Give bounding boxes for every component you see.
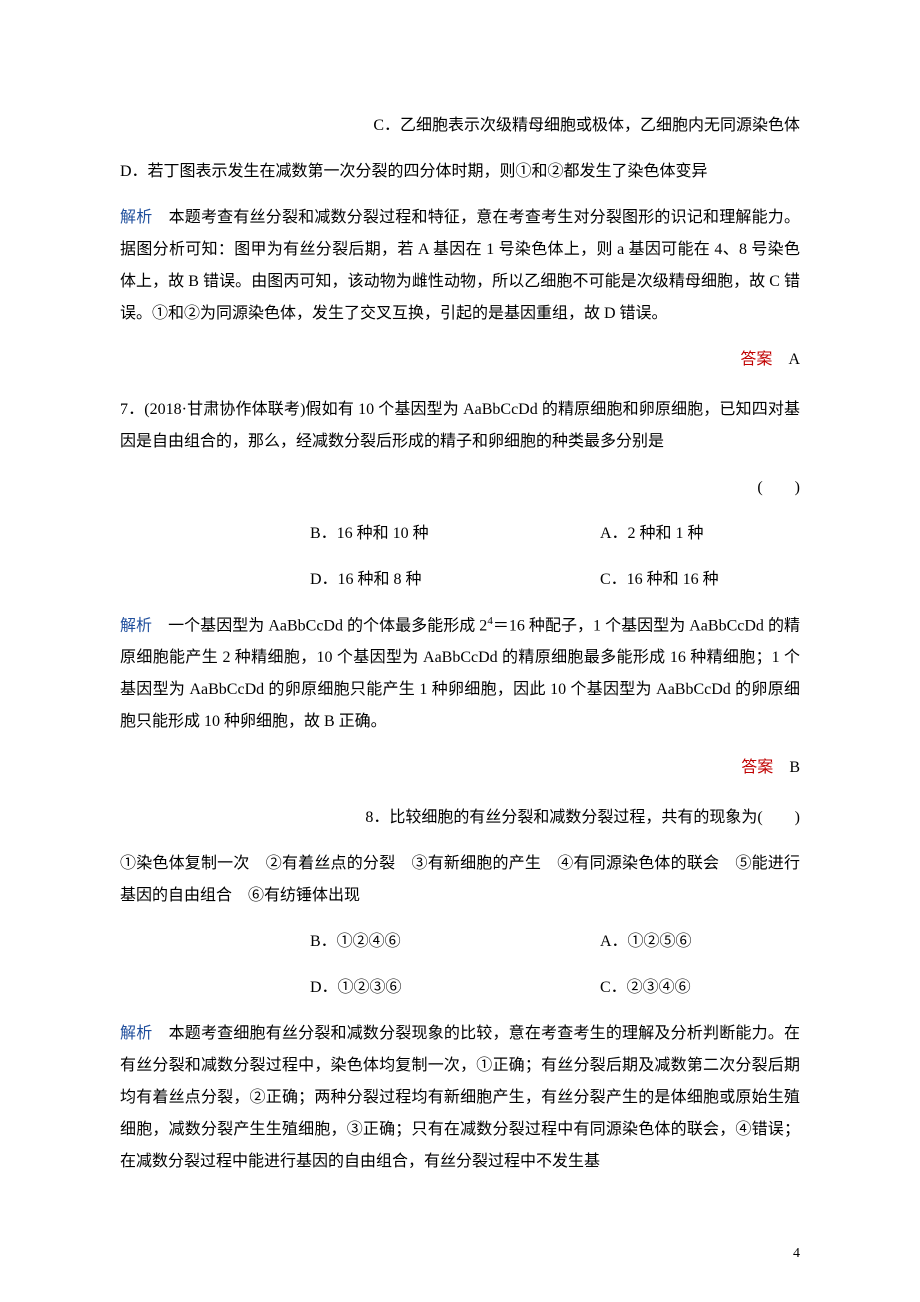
q6-answer-value: A xyxy=(788,351,800,368)
q7-analysis-pre: 一个基因型为 AaBbCcDd 的个体最多能形成 2 xyxy=(152,617,487,634)
analysis-label: 解析 xyxy=(120,1025,152,1042)
answer-label: 答案 xyxy=(741,759,773,776)
answer-sep xyxy=(772,351,788,368)
q6-option-d: D．若丁图表示发生在减数第一次分裂的四分体时期，则①和②都发生了染色体变异 xyxy=(120,156,800,188)
q8-option-d: D．①②③⑥ xyxy=(120,972,460,1004)
q8-option-b: B．①②④⑥ xyxy=(120,926,460,958)
q6-analysis-text: 本题考查有丝分裂和减数分裂过程和特征，意在考查考生对分裂图形的识记和理解能力。据… xyxy=(120,209,800,322)
answer-sep xyxy=(773,759,789,776)
page: C．乙细胞表示次级精母细胞或极体，乙细胞内无同源染色体 D．若丁图表示发生在减数… xyxy=(0,0,920,1302)
q6-analysis: 解析 本题考查有丝分裂和减数分裂过程和特征，意在考查考生对分裂图形的识记和理解能… xyxy=(120,202,800,330)
page-number: 4 xyxy=(793,1246,800,1262)
q7-option-d: D．16 种和 8 种 xyxy=(120,564,460,596)
q7-stem: 7．(2018·甘肃协作体联考)假如有 10 个基因型为 AaBbCcDd 的精… xyxy=(120,394,800,458)
q8-options-row2: C．②③④⑥ D．①②③⑥ xyxy=(120,972,800,1004)
q7-options-row2: C．16 种和 16 种 D．16 种和 8 种 xyxy=(120,564,800,596)
q6-answer: 答案 A xyxy=(120,344,800,376)
q7-options-row1: A．2 种和 1 种 B．16 种和 10 种 xyxy=(120,518,800,550)
q8-analysis-text: 本题考查细胞有丝分裂和减数分裂现象的比较，意在考查考生的理解及分析判断能力。在有… xyxy=(120,1025,800,1170)
q7-analysis: 解析 一个基因型为 AaBbCcDd 的个体最多能形成 24＝16 种配子，1 … xyxy=(120,610,800,738)
q7-paren: ( ) xyxy=(120,472,800,504)
q7-option-b: B．16 种和 10 种 xyxy=(120,518,460,550)
q7-option-c: C．16 种和 16 种 xyxy=(460,564,800,596)
q8-items: ①染色体复制一次 ②有着丝点的分裂 ③有新细胞的产生 ④有同源染色体的联会 ⑤能… xyxy=(120,848,800,912)
q7-answer-value: B xyxy=(789,759,800,776)
q8-options-row1: A．①②⑤⑥ B．①②④⑥ xyxy=(120,926,800,958)
q8-option-c: C．②③④⑥ xyxy=(460,972,800,1004)
q6-option-c: C．乙细胞表示次级精母细胞或极体，乙细胞内无同源染色体 xyxy=(120,110,800,142)
analysis-label: 解析 xyxy=(120,209,152,226)
q7-answer: 答案 B xyxy=(120,752,800,784)
q7-option-a: A．2 种和 1 种 xyxy=(460,518,800,550)
q8-analysis: 解析 本题考查细胞有丝分裂和减数分裂现象的比较，意在考查考生的理解及分析判断能力… xyxy=(120,1018,800,1178)
q8-stem: 8．比较细胞的有丝分裂和减数分裂过程，共有的现象为( ) xyxy=(120,802,800,834)
answer-label: 答案 xyxy=(740,351,772,368)
q8-option-a: A．①②⑤⑥ xyxy=(460,926,800,958)
analysis-label: 解析 xyxy=(120,617,152,634)
